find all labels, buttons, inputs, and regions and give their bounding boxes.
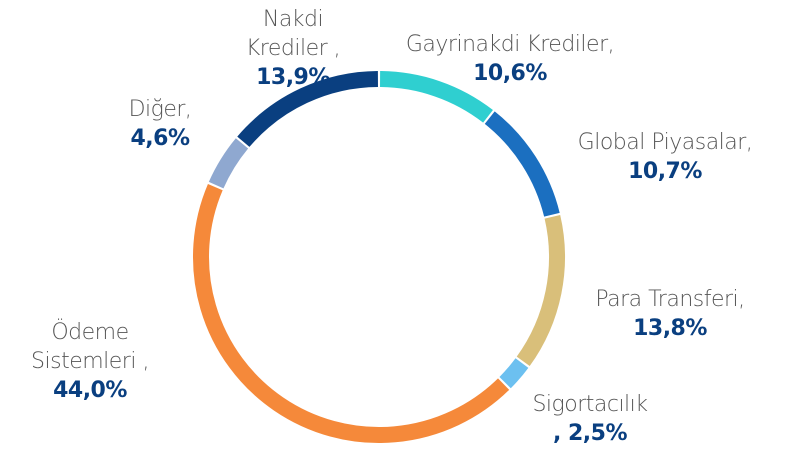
category-label: Ödeme Sistemleri , — [31, 320, 149, 374]
value-label: 13,9% — [256, 65, 330, 90]
donut-segment — [516, 214, 565, 367]
slice-label: Para Transferi, 13,8% — [560, 285, 780, 343]
slice-label: Gayrinakdi Krediler, 10,6% — [400, 30, 620, 88]
donut-segment — [484, 111, 560, 217]
category-label: Global Piyasalar, — [577, 130, 753, 155]
donut-segment — [499, 358, 529, 389]
value-label: 13,8% — [633, 316, 707, 341]
value-label: 10,7% — [628, 159, 702, 184]
slice-label: Ödeme Sistemleri , 44,0% — [10, 318, 170, 405]
category-label: Nakdi Krediler , — [245, 7, 341, 61]
donut-segment — [193, 183, 510, 443]
donut-segment — [379, 71, 493, 123]
value-label: 10,6% — [473, 61, 547, 86]
donut-segment — [208, 138, 249, 189]
value-label: 4,6% — [130, 126, 190, 151]
slice-label: Global Piyasalar, 10,7% — [555, 128, 775, 186]
category-label: Para Transferi, — [595, 287, 745, 312]
category-label: Gayrinakdi Krediler, — [405, 32, 615, 57]
category-label: Diğer, — [128, 97, 192, 122]
category-label: Sigortacılık — [532, 392, 648, 417]
slice-label: Nakdi Krediler , 13,9% — [233, 5, 353, 92]
value-label: 44,0% — [53, 378, 127, 403]
value-label: , 2,5% — [552, 421, 628, 446]
slice-label: Sigortacılık , 2,5% — [505, 390, 675, 448]
slice-label: Diğer, 4,6% — [100, 95, 220, 153]
donut-segment — [237, 71, 379, 147]
